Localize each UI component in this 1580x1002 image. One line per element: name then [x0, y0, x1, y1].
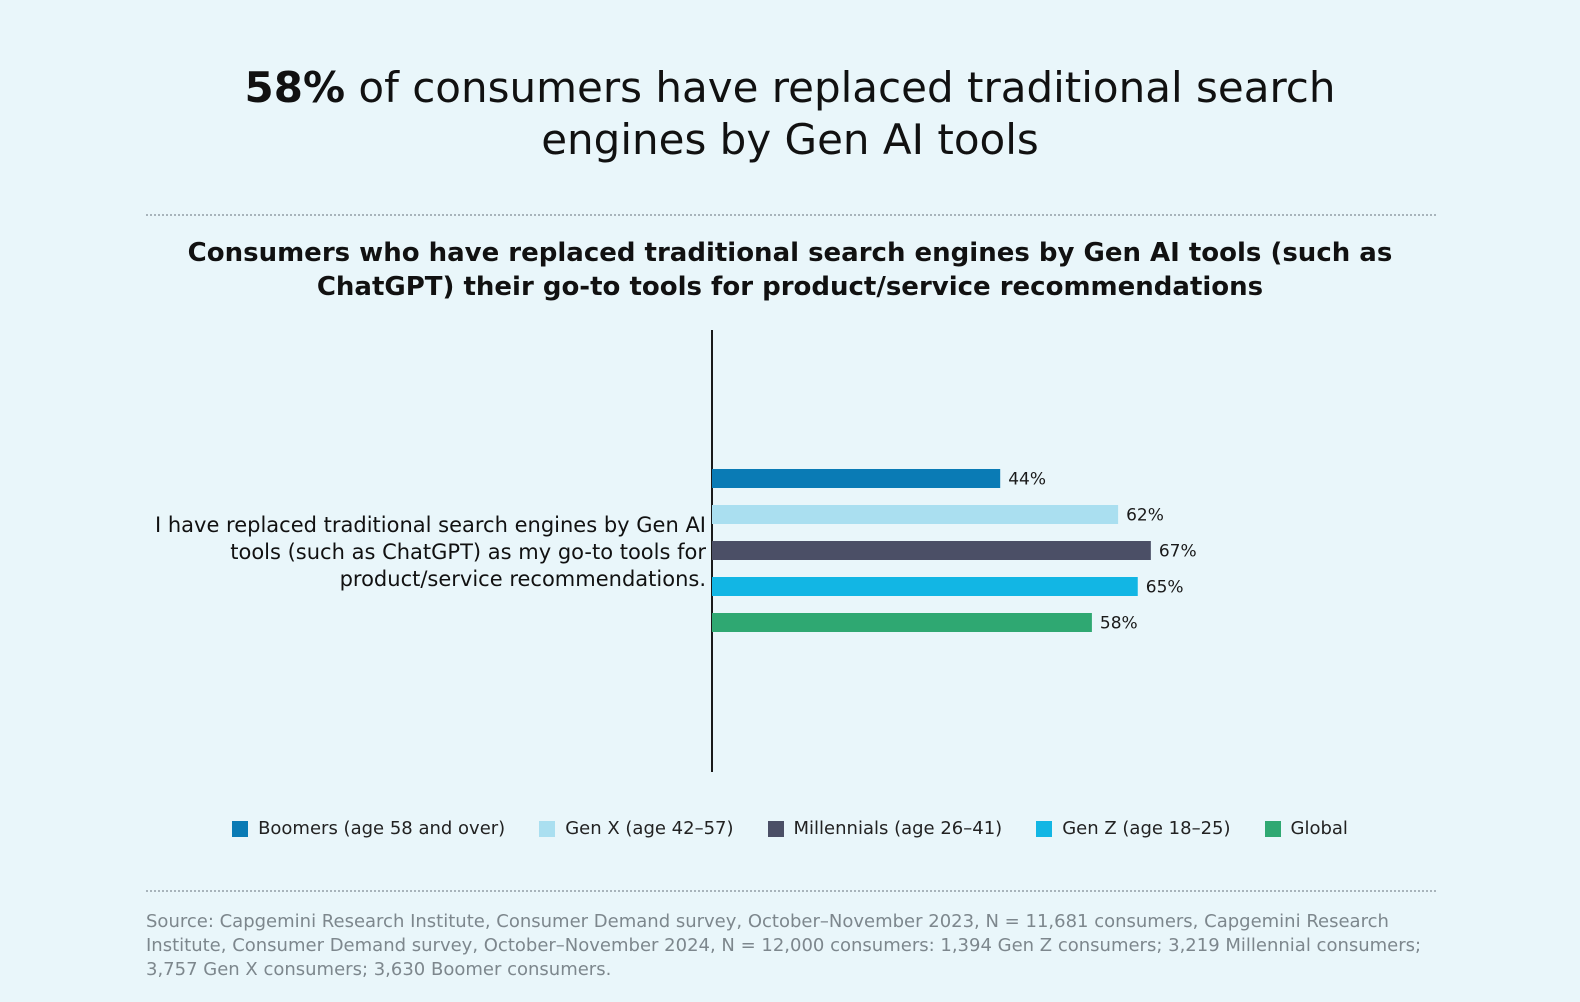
- category-label: I have replaced traditional search engin…: [154, 513, 706, 591]
- legend: Boomers (age 58 and over) Gen X (age 42–5…: [0, 818, 1580, 839]
- bar-value-label: 44%: [1008, 470, 1046, 490]
- bars-group: 44% 62% 67% 65% 58%: [712, 469, 1197, 634]
- legend-label: Millennials (age 26–41): [793, 818, 1003, 839]
- bar-value-label: 58%: [1100, 614, 1138, 634]
- source-note: Source: Capgemini Research Institute, Co…: [146, 911, 1422, 980]
- bar-value-label: 62%: [1126, 506, 1164, 526]
- bar-value-label: 65%: [1146, 578, 1184, 598]
- legend-label: Boomers (age 58 and over): [258, 818, 506, 839]
- legend-swatch: [1036, 820, 1053, 837]
- bar-value-label: 67%: [1159, 542, 1197, 562]
- page-title: 58% of consumers have replaced tradition…: [240, 62, 1340, 166]
- headline-text: of consumers have replaced traditional s…: [345, 63, 1336, 164]
- bar-4: [712, 577, 1138, 596]
- bar-2: [712, 505, 1119, 524]
- chart-title: Consumers who have replaced traditional …: [187, 238, 1393, 302]
- legend-swatch: [539, 820, 556, 837]
- legend-swatch: [1264, 820, 1281, 837]
- legend-swatch: [767, 820, 784, 837]
- legend-item: Gen Z (age 18–25): [1036, 818, 1231, 839]
- legend-item: Boomers (age 58 and over): [232, 818, 505, 839]
- legend-item: Global: [1264, 818, 1348, 839]
- headline-highlight: 58%: [244, 63, 346, 112]
- bottom-divider: [146, 890, 1436, 892]
- bar-3: [712, 541, 1151, 560]
- bar-5: [712, 613, 1092, 632]
- top-divider: [146, 214, 1436, 216]
- legend-label: Gen Z (age 18–25): [1062, 818, 1231, 839]
- legend-item: Gen X (age 42–57): [539, 818, 734, 839]
- legend-label: Global: [1290, 818, 1348, 839]
- legend-label: Gen X (age 42–57): [565, 818, 734, 839]
- bar-1: [712, 469, 1001, 488]
- legend-item: Millennials (age 26–41): [767, 818, 1003, 839]
- legend-swatch: [232, 820, 249, 837]
